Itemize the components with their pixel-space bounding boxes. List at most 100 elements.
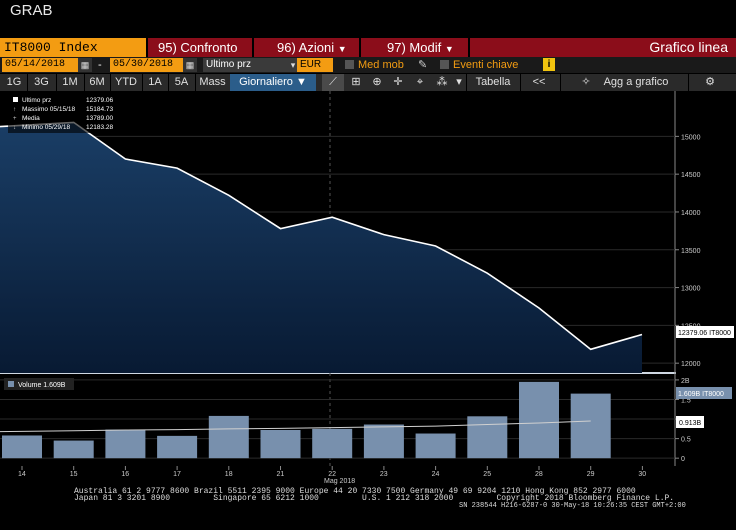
volume-bar [415, 433, 456, 459]
chevron-down-icon: ▼ [337, 44, 347, 54]
modif-menu[interactable]: 97) Modif ▼ [387, 38, 469, 57]
volume-legend: Volume 1.609B [4, 378, 74, 390]
calendar-icon[interactable]: ▦ [183, 58, 197, 72]
table-button[interactable]: Tabella [475, 76, 511, 88]
volume-bar [363, 424, 404, 459]
moving-average-checkbox[interactable] [345, 60, 354, 69]
chevron-down-icon[interactable]: ▾ [286, 58, 300, 72]
x-tick-label: 30 [638, 471, 646, 478]
last-price-marker-label: 12379.06 IT8000 [678, 330, 731, 337]
legend-background [8, 95, 118, 133]
pencil-icon[interactable]: ✎ [418, 59, 428, 71]
volume-legend-swatch [8, 381, 14, 387]
volume-bar [157, 435, 198, 459]
range-ytd-button[interactable]: YTD [115, 76, 137, 88]
confronto-label: 95) Confronto [158, 40, 238, 55]
x-tick-label: 16 [121, 471, 129, 478]
volume-tick-label: 1.5 [681, 397, 691, 404]
volume-badge [676, 387, 732, 399]
legend-low-value: 12183.28 [86, 124, 113, 131]
volume-tick-label: 0 [681, 456, 685, 463]
divider [195, 74, 196, 91]
divider [688, 74, 689, 91]
x-axis-month-label: Mag 2018 [324, 478, 355, 485]
last-price-marker: 12379.06 IT8000 [676, 326, 734, 338]
chevron-down-icon[interactable]: ▾ [456, 76, 462, 88]
footer-contacts-line1: Australia 61 2 9777 8600 Brazil 5511 239… [74, 487, 636, 496]
info-icon[interactable]: i [543, 58, 555, 71]
legend-mean-label: Media [22, 115, 40, 122]
legend-mean-value: 13789.00 [86, 115, 113, 122]
divider [466, 74, 467, 91]
x-tick-label: 21 [277, 471, 285, 478]
divider [56, 74, 57, 91]
footer-session-info: SN 238544 H216-6287-0 30-May-18 10:26:35… [459, 502, 686, 510]
range-1d-button[interactable]: 1G [6, 76, 22, 88]
line-chart-icon[interactable]: ⟋ [322, 74, 344, 91]
menu-bar [0, 38, 736, 57]
volume-tick-label: 0.5 [681, 437, 691, 444]
range-3d-button[interactable]: 3G [34, 76, 49, 88]
x-tick-label: 24 [432, 471, 440, 478]
confronto-button[interactable]: 95) Confronto [158, 38, 250, 57]
tools-icon[interactable]: ⁂ [436, 76, 448, 88]
volume-bar [105, 429, 146, 459]
azioni-label: 96) Azioni [277, 40, 335, 55]
range-1m-button[interactable]: 1M [62, 76, 78, 88]
price-legend: Ultimo prz 12379.06 ↑ Massimo 05/15/18 1… [8, 95, 118, 133]
divider [110, 74, 111, 91]
azioni-menu[interactable]: 96) Azioni ▼ [277, 38, 359, 57]
volume-bars [2, 381, 611, 459]
footer-contacts-line2: Japan 81 3 3201 8900 Singapore 65 6212 1… [74, 494, 675, 503]
price-tick-label: 12000 [681, 361, 701, 368]
x-tick-label: 25 [483, 471, 491, 478]
price-tick-label: 14000 [681, 210, 701, 217]
calendar-icon[interactable]: ▦ [78, 58, 92, 72]
divider [27, 74, 28, 91]
legend-high-label: Massimo 05/15/18 [22, 106, 75, 113]
range-max-button[interactable]: Mass [199, 76, 226, 88]
legend-last-value: 12379.06 [86, 97, 113, 104]
volume-bar [2, 435, 42, 459]
price-line [0, 121, 643, 351]
x-tick-label: 23 [380, 471, 388, 478]
chart-type-title: Grafico linea [649, 39, 728, 55]
legend-high-value: 15184.73 [86, 106, 113, 113]
start-date-field[interactable]: 05/14/2018 [2, 58, 78, 72]
currency-field[interactable]: EUR [297, 58, 333, 72]
divider [142, 74, 143, 91]
range-1y-button[interactable]: 1A [148, 76, 162, 88]
legend-swatch [13, 97, 18, 102]
volume-bar [53, 440, 94, 459]
last-price-badge [676, 326, 734, 338]
volume-bar [312, 428, 353, 459]
range-5y-button[interactable]: 5A [174, 76, 189, 88]
volume-tick-label: 2B [681, 378, 690, 385]
frequency-select[interactable]: Giornaliero ▼ [230, 74, 316, 91]
x-tick-label: 29 [587, 471, 595, 478]
volume-bar [570, 393, 611, 459]
x-tick-label: 17 [173, 471, 181, 478]
bar-chart-icon[interactable]: ⊞ [351, 76, 361, 88]
divider [560, 74, 561, 91]
gear-icon[interactable]: ⚙ [705, 76, 715, 88]
chart-area: 15000145001400013500130001250012000 1237… [0, 91, 736, 486]
price-tick-label: 13500 [681, 248, 701, 255]
annotation-icon[interactable]: ⌖ [416, 76, 424, 88]
events-checkbox[interactable] [440, 60, 449, 69]
range-toolbar [0, 74, 736, 91]
divider [359, 38, 361, 57]
add-to-chart-button[interactable]: Agg a grafico [603, 76, 669, 88]
range-6m-button[interactable]: 6M [89, 76, 105, 88]
end-date-field[interactable]: 05/30/2018 [110, 58, 184, 72]
zoom-icon[interactable]: ⊕ [372, 76, 382, 88]
divider [146, 38, 148, 57]
price-tick-label: 14500 [681, 172, 701, 179]
price-field-select[interactable]: Ultimo prz [203, 58, 287, 72]
back-button[interactable]: << [532, 76, 546, 88]
crosshair-icon[interactable]: ✛ [393, 76, 403, 88]
date-separator: - [98, 59, 102, 71]
events-label: Eventi chiave [453, 59, 519, 71]
legend-low-label: Minimo 05/29/18 [22, 124, 70, 131]
security-ticker-field[interactable]: IT8000 Index [0, 38, 146, 57]
